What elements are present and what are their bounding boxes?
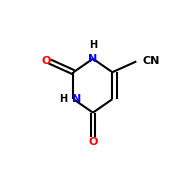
Text: O: O [88, 137, 98, 147]
Text: N: N [88, 54, 97, 64]
Text: CN: CN [142, 56, 160, 66]
Text: O: O [42, 56, 51, 66]
Text: N: N [72, 94, 81, 104]
Text: H: H [59, 94, 67, 104]
Text: H: H [89, 40, 97, 50]
